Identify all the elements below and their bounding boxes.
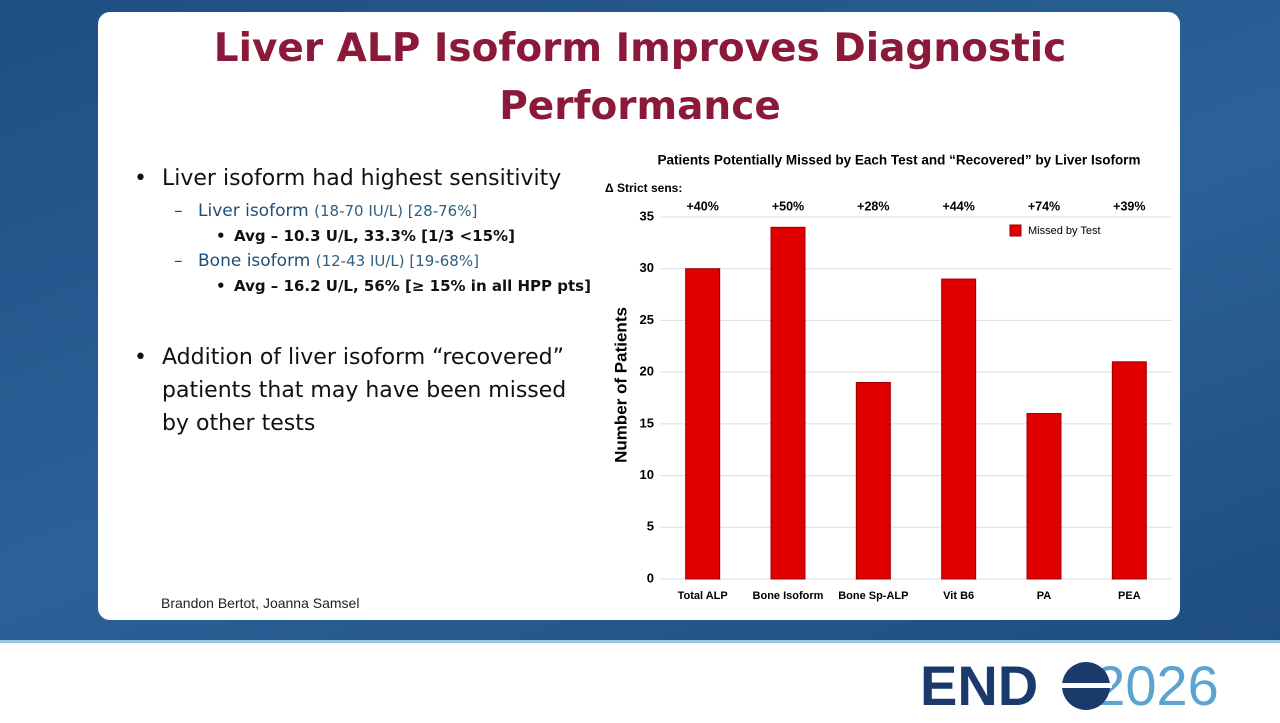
logo: END 2026 <box>920 654 1219 717</box>
x-tick-label: Bone Sp-ALP <box>838 590 908 602</box>
slide-title: Liver ALP Isoform Improves Diagnostic Pe… <box>213 26 1067 129</box>
logo-light: 2026 <box>1094 654 1219 717</box>
y-tick-label: 35 <box>640 208 654 223</box>
sub-bullet: Bone isoform (12-43 IU/L) [19-68%] <box>174 251 592 271</box>
y-tick-label: 0 <box>647 570 654 585</box>
annotation: +39% <box>1113 199 1145 213</box>
y-tick-label: 25 <box>640 312 654 327</box>
legend-swatch <box>1009 224 1022 237</box>
detail: Avg – 10.3 U/L, 33.3% [1/3 <15%] <box>216 227 592 245</box>
x-tick-label: PEA <box>1118 590 1141 602</box>
bullets: Liver isoform had highest sensitivity Li… <box>134 162 592 444</box>
bar <box>941 278 977 580</box>
legend-label: Missed by Test <box>1028 225 1101 237</box>
y-tick-label: 30 <box>640 260 654 275</box>
y-tick-label: 15 <box>640 415 654 430</box>
bullet: Liver isoform had highest sensitivity <box>134 162 592 195</box>
logo-band <box>1060 683 1112 688</box>
annotation: +74% <box>1028 199 1060 213</box>
x-tick-label: Vit B6 <box>943 590 974 602</box>
detail: Avg – 16.2 U/L, 56% [≥ 15% in all HPP pt… <box>216 277 592 295</box>
range: (12-43 IU/L) [19-68%] <box>315 252 479 270</box>
y-tick-label: 20 <box>640 364 654 379</box>
x-tick-label: Bone Isoform <box>753 590 824 602</box>
x-tick-label: Total ALP <box>678 590 728 602</box>
annotation-title: Δ Strict sens: <box>605 181 682 195</box>
annotation: +40% <box>687 199 719 213</box>
authors: Brandon Bertot, Joanna Samsel <box>161 595 360 611</box>
label: Liver isoform <box>198 201 309 221</box>
y-tick-label: 10 <box>640 467 654 482</box>
logo-bold: END <box>920 654 1038 717</box>
label: Bone isoform <box>198 251 311 271</box>
bar <box>1026 413 1062 580</box>
annotation: +44% <box>943 199 975 213</box>
bar <box>770 226 806 580</box>
bar <box>1111 361 1147 580</box>
bar <box>855 381 891 580</box>
chart-title: Patients Potentially Missed by Each Test… <box>658 153 1141 168</box>
range: (18-70 IU/L) [28-76%] <box>314 202 478 220</box>
annotation: +50% <box>772 199 804 213</box>
slide <box>98 12 1180 620</box>
y-axis-label: Number of Patients <box>611 307 630 463</box>
bar <box>685 268 721 580</box>
bullet: Addition of liver isoform “recovered” pa… <box>134 341 592 440</box>
x-tick-label: PA <box>1037 590 1052 602</box>
sub-bullet: Liver isoform (18-70 IU/L) [28-76%] <box>174 201 592 221</box>
y-tick-label: 5 <box>647 519 654 534</box>
annotation: +28% <box>857 199 889 213</box>
